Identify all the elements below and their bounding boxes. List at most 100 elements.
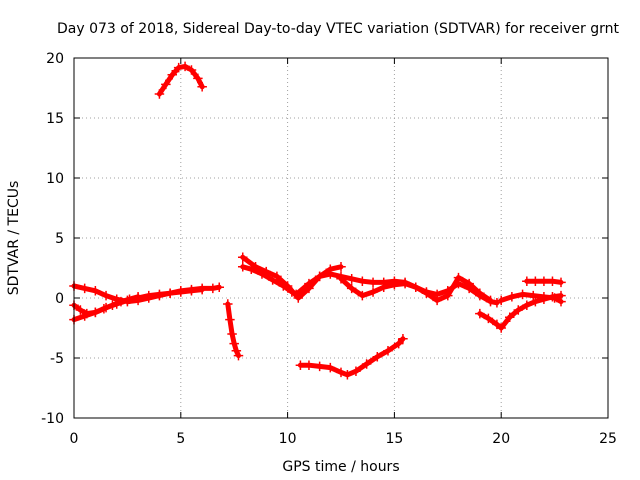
y-tick-label: -10 [41,411,64,427]
data-point [267,275,278,285]
data-point [161,79,171,90]
grid-layer [74,58,608,418]
data-point [336,367,346,378]
data-point [475,288,485,298]
series-arc-peak [154,61,207,99]
data-point [167,70,178,80]
series-arc-dip [223,299,244,361]
data-point [522,276,532,286]
y-axis-label: SDTVAR / TECUs [6,181,22,296]
y-tick-label: 10 [46,171,64,187]
data-point [475,308,485,319]
data-point [522,300,532,310]
data-point [346,274,357,284]
data-point [351,366,361,376]
data-point [389,280,400,290]
data-point [197,284,207,295]
data-point [530,296,541,307]
data-point [393,338,404,349]
data-point [173,62,184,73]
data-point [75,305,86,315]
y-tick-label: 0 [55,291,64,307]
data-point [237,262,248,272]
data-point [547,276,558,286]
data-point [165,288,175,298]
data-point [378,282,389,292]
data-point [483,313,494,324]
data-point [485,295,496,306]
data-point [82,308,92,319]
data-point [504,312,515,322]
data-point [421,288,432,298]
data-point [336,262,346,272]
data-point [233,350,244,361]
data-point [186,286,197,296]
data-point [272,271,282,282]
data-point [99,304,109,314]
data-point [90,286,101,296]
x-tick-label: 10 [279,431,297,447]
data-point [453,272,464,283]
data-point [154,89,165,99]
data-point [496,295,506,306]
data-point [556,296,566,307]
data-point [325,269,336,279]
tick-layer: 0 5 10 15 20 25 -10 -5 0 5 10 15 20 [41,51,617,447]
data-point [257,269,267,279]
data-point [357,290,368,301]
data-point [325,362,336,373]
data-point [492,319,502,330]
data-point [530,276,541,286]
data-point [346,283,357,294]
data-point [314,271,325,282]
data-point [314,361,325,372]
data-point [246,264,257,274]
chart-title: Day 073 of 2018, Sidereal Day-to-day VTE… [57,21,619,37]
data-point [372,352,383,362]
x-tick-label: 20 [492,431,510,447]
x-tick-label: 25 [599,431,617,447]
data-point [133,292,143,302]
data-point [464,278,474,289]
data-point [154,289,165,300]
data-point [225,314,235,325]
y-tick-label: 20 [46,51,64,67]
data-point [101,290,111,301]
y-tick-label: -5 [50,351,64,367]
data-point [549,293,560,303]
data-point [432,295,442,306]
series-arc-late-b [496,289,566,307]
data-point [539,292,549,302]
series-arc-late-c [522,276,566,288]
data-point [144,290,154,301]
data-point [90,307,101,318]
data-point [304,360,314,370]
data-point [357,276,368,286]
data-point [237,252,248,262]
data-point [304,278,314,289]
x-tick-label: 15 [385,431,403,447]
data-point [107,300,118,310]
x-axis-label: GPS time / hours [282,459,399,475]
data-point [517,289,528,300]
data-point [361,359,372,369]
data-point [180,61,190,72]
data-point [291,289,301,300]
data-point [176,287,186,297]
data-point [214,282,224,292]
series-arc-mid-c [291,269,502,308]
y-tick-label: 15 [46,111,64,127]
data-point [342,370,353,380]
data-point [227,329,237,339]
series-layer [69,61,566,380]
data-point [186,65,197,75]
data-point [124,294,135,304]
data-point [539,276,549,286]
data-point [193,73,203,84]
series-arc-low [295,334,408,380]
series-arc-mid-d [336,272,496,306]
data-point [278,281,289,291]
data-point [496,323,506,333]
y-tick-label: 5 [55,231,64,247]
data-point [383,346,393,356]
